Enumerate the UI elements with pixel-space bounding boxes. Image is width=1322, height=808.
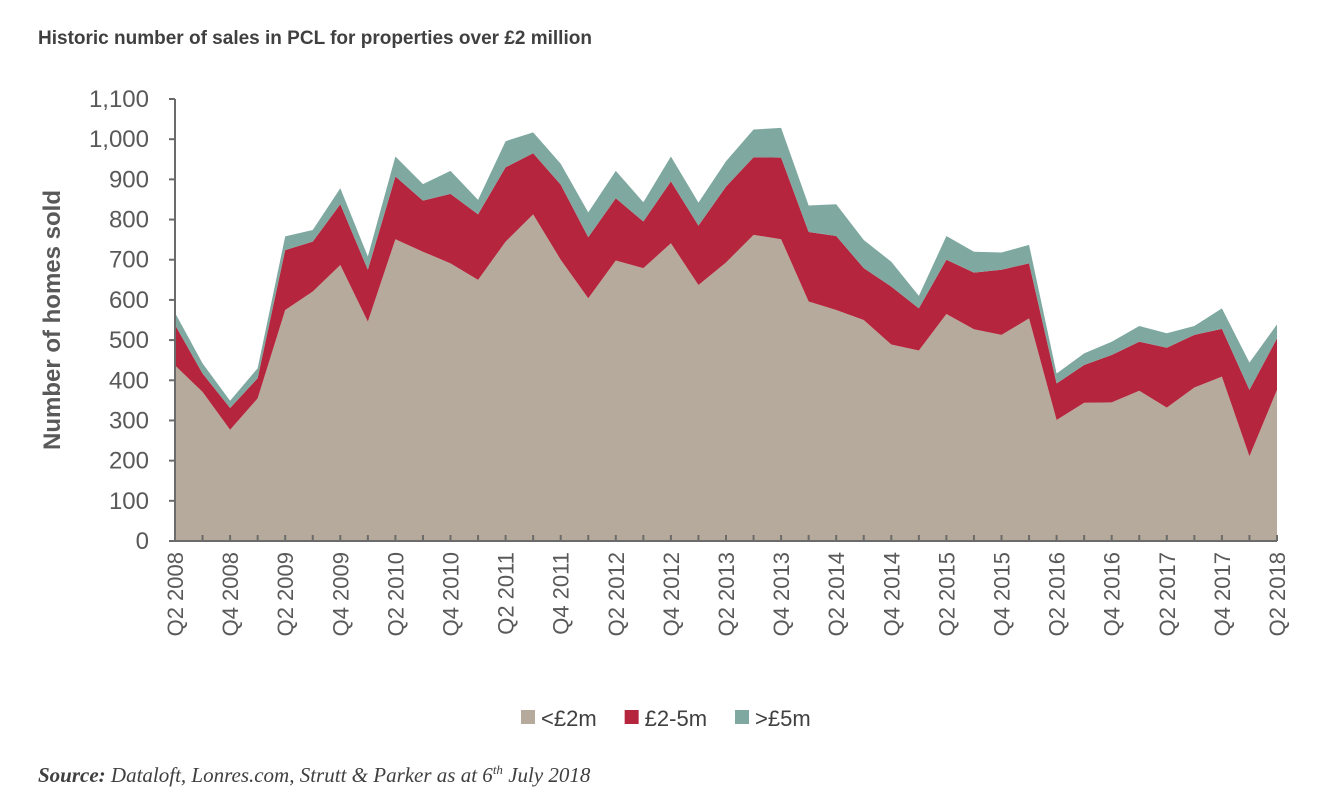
areas	[175, 127, 1277, 541]
source-text: Dataloft, Lonres.com, Strutt & Parker as…	[110, 763, 493, 787]
x-tick-label: Q4 2016	[1100, 552, 1125, 636]
area-series-2	[175, 127, 1277, 408]
source-label: Source:	[38, 763, 106, 787]
legend: <£2m £2-5m >£5m	[521, 706, 811, 731]
y-tick-label: 700	[109, 247, 149, 274]
source-tail: July 2018	[502, 763, 591, 787]
x-tick-label: Q4 2010	[439, 552, 464, 636]
x-tick-label: Q4 2017	[1210, 552, 1235, 636]
x-tick-label: Q2 2009	[273, 552, 298, 636]
area-series-0	[175, 214, 1277, 541]
x-tick-label: Q2 2008	[163, 552, 188, 636]
y-tick-label: 1,000	[89, 126, 149, 153]
y-tick-label: 100	[109, 488, 149, 515]
x-tick-label: Q4 2014	[879, 552, 904, 636]
y-tick-label: 800	[109, 207, 149, 234]
chart-title: Historic number of sales in PCL for prop…	[38, 28, 592, 49]
x-tick-label: Q2 2017	[1155, 552, 1180, 636]
y-tick-label: 200	[109, 448, 149, 475]
x-tick-label: Q2 2018	[1265, 552, 1290, 636]
source-note: Source: Dataloft, Lonres.com, Strutt & P…	[38, 762, 590, 788]
axes	[169, 98, 1278, 542]
legend-label: >£5m	[755, 706, 811, 731]
x-tick-label: Q2 2010	[383, 552, 408, 636]
y-tick-label: 600	[109, 287, 149, 314]
x-tick-label: Q4 2013	[769, 552, 794, 636]
legend-swatch	[735, 710, 750, 724]
x-tick-label: Q4 2008	[218, 552, 243, 636]
legend-label: £2-5m	[645, 706, 707, 731]
y-tick-label: 300	[109, 407, 149, 434]
legend-swatch	[521, 710, 535, 724]
legend-label: <£2m	[541, 706, 597, 731]
x-tick-label: Q2 2015	[934, 552, 959, 636]
area-series-1	[175, 153, 1277, 457]
x-tick-label: Q2 2012	[604, 552, 629, 636]
x-tick-label: Q4 2009	[328, 552, 353, 636]
y-tick-label: 500	[109, 327, 149, 354]
y-tick-label: 0	[136, 528, 149, 555]
x-tick-label: Q4 2011	[549, 552, 574, 635]
y-tick-label: 1,100	[89, 86, 149, 113]
source-sup: th	[492, 762, 503, 777]
y-axis-title: Number of homes sold	[39, 190, 66, 450]
legend-swatch	[624, 710, 639, 724]
x-tick-label: Q2 2014	[824, 552, 849, 636]
x-tick-label: Q2 2016	[1045, 552, 1070, 636]
x-tick-label: Q2 2011	[494, 552, 519, 635]
x-tick-labels: Q2 2008 Q4 2008 Q2 2009 Q4 2009 Q2 2010 Q4 20…	[163, 552, 1290, 636]
x-tick-label: Q4 2015	[990, 552, 1015, 636]
y-tick-label: 400	[109, 367, 149, 394]
x-tick-label: Q2 2013	[714, 552, 739, 636]
x-tick-label: Q4 2012	[659, 552, 684, 636]
y-tick-labels: 0 100 200 300 400 500 600 700 800 900 1,000 1,100	[89, 86, 149, 555]
y-tick-label: 900	[109, 166, 149, 193]
